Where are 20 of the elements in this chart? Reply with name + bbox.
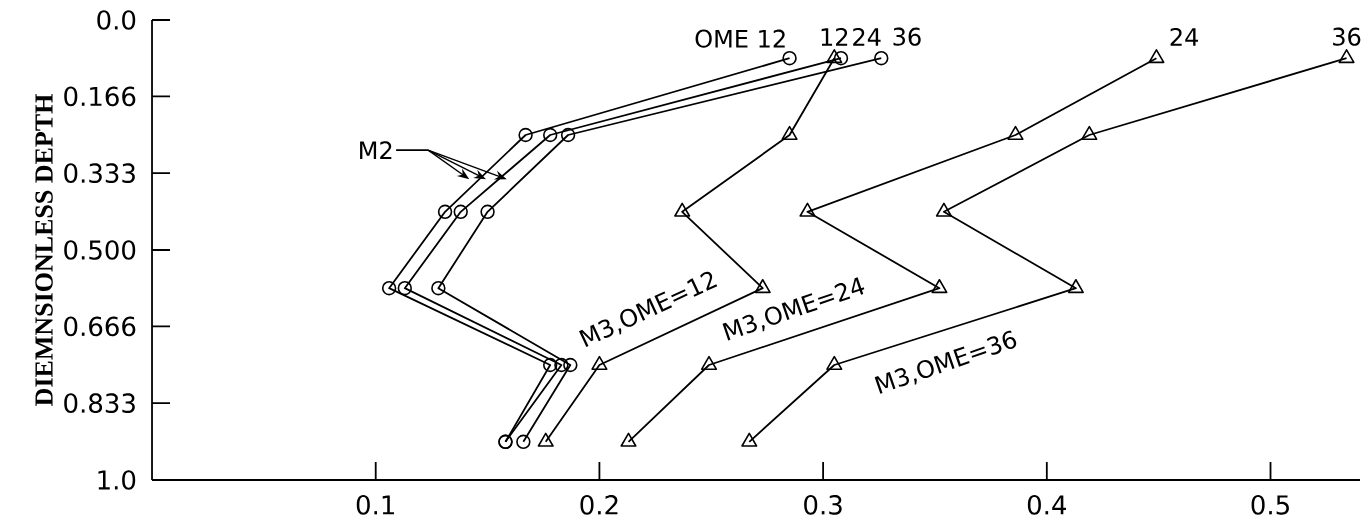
y-tick-label: 0.333 (64, 163, 135, 184)
x-tick-label: 0.4 (1027, 495, 1067, 515)
y-tick-label: 0.0 (97, 10, 136, 30)
y-tick-label: 0.833 (64, 393, 135, 414)
annotation: M2 (360, 141, 392, 160)
y-tick-label: 0.166 (64, 86, 136, 107)
y-tick-label: 1.0 (98, 470, 136, 490)
y-axis-title: DIEMNSIONLESS DEPTH (35, 94, 53, 406)
x-tick-label: 0.5 (1251, 495, 1289, 515)
y-tick-label: 0.500 (64, 240, 136, 260)
x-tick-label: 0.3 (804, 495, 842, 515)
x-tick-label: 0.2 (580, 495, 618, 515)
x-tick-label: 0.1 (356, 495, 394, 515)
annotation: 24 (853, 27, 881, 46)
annotation: 36 (893, 27, 921, 46)
annotation: 12 (821, 27, 848, 46)
annotation: 36 (1333, 27, 1361, 46)
annotation: OME 12 (695, 29, 785, 48)
annotation: 24 (1170, 27, 1199, 46)
y-tick-label: 0.666 (64, 316, 136, 337)
